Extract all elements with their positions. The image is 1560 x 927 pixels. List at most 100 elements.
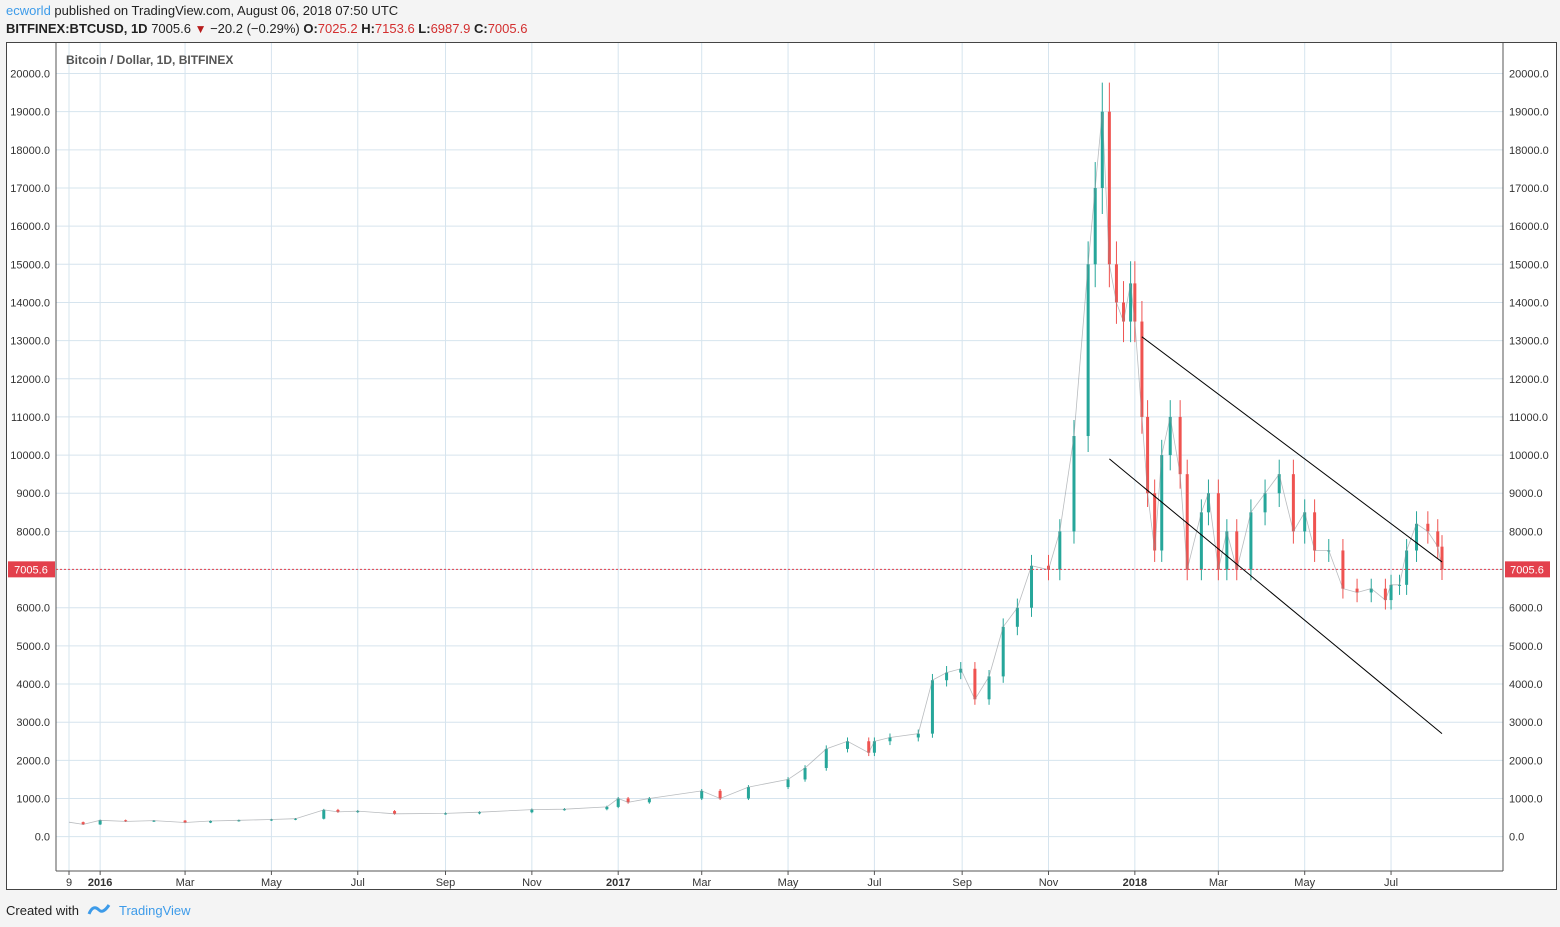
candle-body bbox=[293, 818, 297, 820]
candle-body bbox=[1313, 512, 1317, 551]
y-tick-label-left: 20000.0 bbox=[10, 69, 50, 81]
x-tick-label: Nov bbox=[1039, 877, 1059, 889]
y-tick-label-right: 3000.0 bbox=[1509, 717, 1543, 729]
chart-frame[interactable] bbox=[6, 42, 1557, 890]
candle-body bbox=[1122, 302, 1126, 322]
candle-body bbox=[1030, 565, 1034, 608]
y-tick-label-left: 9000.0 bbox=[16, 488, 50, 500]
published-text: published on TradingView.com, August 06,… bbox=[54, 3, 399, 18]
candle-body bbox=[98, 820, 102, 825]
candle-body bbox=[945, 672, 949, 681]
symbol-label: BITFINEX:BTCUSD, 1D bbox=[6, 21, 148, 36]
change-value: −20.2 (−0.29%) bbox=[210, 21, 300, 36]
price-candles bbox=[81, 82, 1444, 825]
footer: Created with TradingView bbox=[6, 902, 191, 919]
y-tick-label-left: 16000.0 bbox=[10, 221, 50, 233]
y-tick-label-right: 11000.0 bbox=[1509, 412, 1548, 424]
candle-body bbox=[1389, 584, 1393, 601]
candle-body bbox=[81, 822, 85, 825]
trendline-upper-channel bbox=[1141, 336, 1443, 563]
y-tick-label-left: 1000.0 bbox=[16, 794, 50, 806]
y-tick-label-left: 8000.0 bbox=[16, 526, 50, 538]
x-tick-label: 2017 bbox=[606, 877, 630, 889]
x-tick-label: Sep bbox=[436, 877, 456, 889]
candle-body bbox=[1235, 531, 1239, 570]
y-tick-label-left: 6000.0 bbox=[16, 603, 50, 615]
candle-body bbox=[700, 790, 704, 799]
candle-body bbox=[1303, 512, 1307, 532]
x-tick-label: Sep bbox=[952, 877, 972, 889]
candle-body bbox=[1086, 264, 1090, 437]
candle-body bbox=[1178, 416, 1182, 475]
candle-body bbox=[322, 809, 326, 819]
last-price-label-left: 7005.6 bbox=[14, 564, 48, 576]
ohlc-bar: BITFINEX:BTCUSD, 1D 7005.6 ▼ −20.2 (−0.2… bbox=[6, 21, 527, 36]
x-tick-label: Nov bbox=[522, 877, 542, 889]
candle-body bbox=[1185, 474, 1189, 570]
candle-body bbox=[1398, 584, 1402, 586]
x-tick-label: Mar bbox=[692, 877, 711, 889]
y-tick-label-right: 15000.0 bbox=[1509, 259, 1549, 271]
close-label: C: bbox=[473, 21, 488, 36]
y-tick-label-left: 18000.0 bbox=[10, 145, 50, 157]
candle-body bbox=[1140, 321, 1144, 417]
y-tick-label-left: 15000.0 bbox=[10, 259, 50, 271]
last-price-tag-right bbox=[1505, 561, 1550, 578]
y-tick-label-left: 3000.0 bbox=[16, 717, 50, 729]
candle-body bbox=[1058, 531, 1062, 570]
candle-body bbox=[530, 809, 534, 813]
candle-body bbox=[183, 820, 187, 823]
candle-body bbox=[1369, 588, 1373, 593]
y-tick-label-right: 4000.0 bbox=[1509, 679, 1543, 691]
x-tick-label: Mar bbox=[176, 877, 195, 889]
down-arrow-icon: ▼ bbox=[194, 22, 207, 36]
last-price-label-right: 7005.6 bbox=[1510, 564, 1544, 576]
x-tick-label: Mar bbox=[1209, 877, 1228, 889]
candle-body bbox=[1263, 493, 1267, 513]
candle-body bbox=[1436, 531, 1440, 547]
candle-body bbox=[1168, 416, 1172, 456]
y-tick-label-right: 18000.0 bbox=[1509, 145, 1549, 157]
candle-body bbox=[605, 806, 609, 810]
candle-body bbox=[209, 821, 213, 823]
candle-body bbox=[1440, 546, 1444, 570]
y-tick-label-right: 0.0 bbox=[1509, 832, 1524, 844]
candle-body bbox=[888, 737, 892, 742]
price-line bbox=[68, 111, 1443, 825]
y-tick-label-right: 20000.0 bbox=[1509, 69, 1549, 81]
candle-body bbox=[1153, 493, 1157, 551]
x-tick-label: May bbox=[261, 877, 282, 889]
y-tick-label-right: 12000.0 bbox=[1509, 374, 1549, 386]
tradingview-link[interactable]: TradingView bbox=[118, 903, 191, 918]
x-tick-label: Jul bbox=[1384, 877, 1398, 889]
y-tick-label-right: 5000.0 bbox=[1509, 641, 1543, 653]
y-tick-label-right: 10000.0 bbox=[1509, 450, 1549, 462]
x-tick-label: 9 bbox=[66, 877, 72, 889]
y-tick-label-left: 17000.0 bbox=[10, 183, 50, 195]
y-tick-label-right: 8000.0 bbox=[1509, 526, 1543, 538]
y-tick-label-left: 11000.0 bbox=[11, 412, 50, 424]
low-value: 6987.9 bbox=[430, 21, 471, 36]
high-value: 7153.6 bbox=[374, 21, 415, 36]
x-tick-label: May bbox=[1294, 877, 1315, 889]
open-value: 7025.2 bbox=[317, 21, 358, 36]
author-link[interactable]: ecworld bbox=[6, 3, 51, 18]
y-tick-label-right: 9000.0 bbox=[1509, 488, 1543, 500]
y-tick-label-left: 4000.0 bbox=[16, 679, 50, 691]
candle-body bbox=[1107, 111, 1111, 265]
candle-body bbox=[1093, 187, 1097, 265]
candle-body bbox=[1133, 283, 1137, 322]
candle-body bbox=[1415, 523, 1419, 551]
created-with-text: Created with bbox=[6, 903, 79, 918]
candle-body bbox=[444, 813, 448, 815]
candle-body bbox=[647, 798, 651, 803]
candle-body bbox=[1129, 283, 1133, 322]
candle-body bbox=[930, 680, 934, 734]
candle-body bbox=[1114, 264, 1118, 303]
candle-body bbox=[746, 787, 750, 799]
candle-body bbox=[1216, 493, 1220, 570]
candle-body bbox=[1225, 531, 1229, 570]
x-tick-label: Jul bbox=[351, 877, 365, 889]
candle-body bbox=[718, 790, 722, 799]
